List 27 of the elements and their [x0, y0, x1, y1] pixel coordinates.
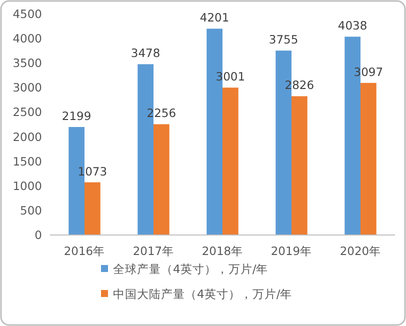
y-tick-label: 1500 [12, 154, 42, 168]
data-label: 3478 [130, 46, 160, 60]
bar [84, 182, 100, 235]
bar [292, 96, 308, 235]
legend-label: 中国大陆产量（4英寸），万片/年 [113, 287, 292, 301]
x-tick-label: 2019年 [270, 244, 312, 258]
legend-label: 全球产量（4英寸），万片/年 [113, 262, 268, 276]
y-tick-label: 4500 [12, 7, 42, 21]
y-tick-label: 2500 [12, 105, 42, 120]
y-tick-label: 4000 [12, 32, 42, 46]
data-label: 3755 [268, 32, 298, 47]
y-tick-label: 3500 [12, 56, 42, 70]
y-tick-label: 500 [20, 203, 42, 218]
x-tick-label: 2016年 [64, 244, 106, 258]
x-tick-label: 2017年 [132, 244, 174, 258]
data-label: 2199 [62, 109, 92, 124]
y-tick-label: 1000 [12, 178, 42, 193]
x-tick-label: 2020年 [340, 244, 382, 258]
y-tick-label: 3000 [12, 80, 42, 95]
y-tick-label: 2000 [12, 130, 42, 144]
bar [360, 82, 376, 235]
bar [154, 124, 170, 235]
data-label: 4038 [338, 18, 368, 33]
data-label: 4201 [200, 10, 230, 25]
x-tick-label: 2018年 [202, 244, 244, 258]
bar [222, 88, 238, 235]
y-tick-label: 0 [34, 228, 42, 242]
